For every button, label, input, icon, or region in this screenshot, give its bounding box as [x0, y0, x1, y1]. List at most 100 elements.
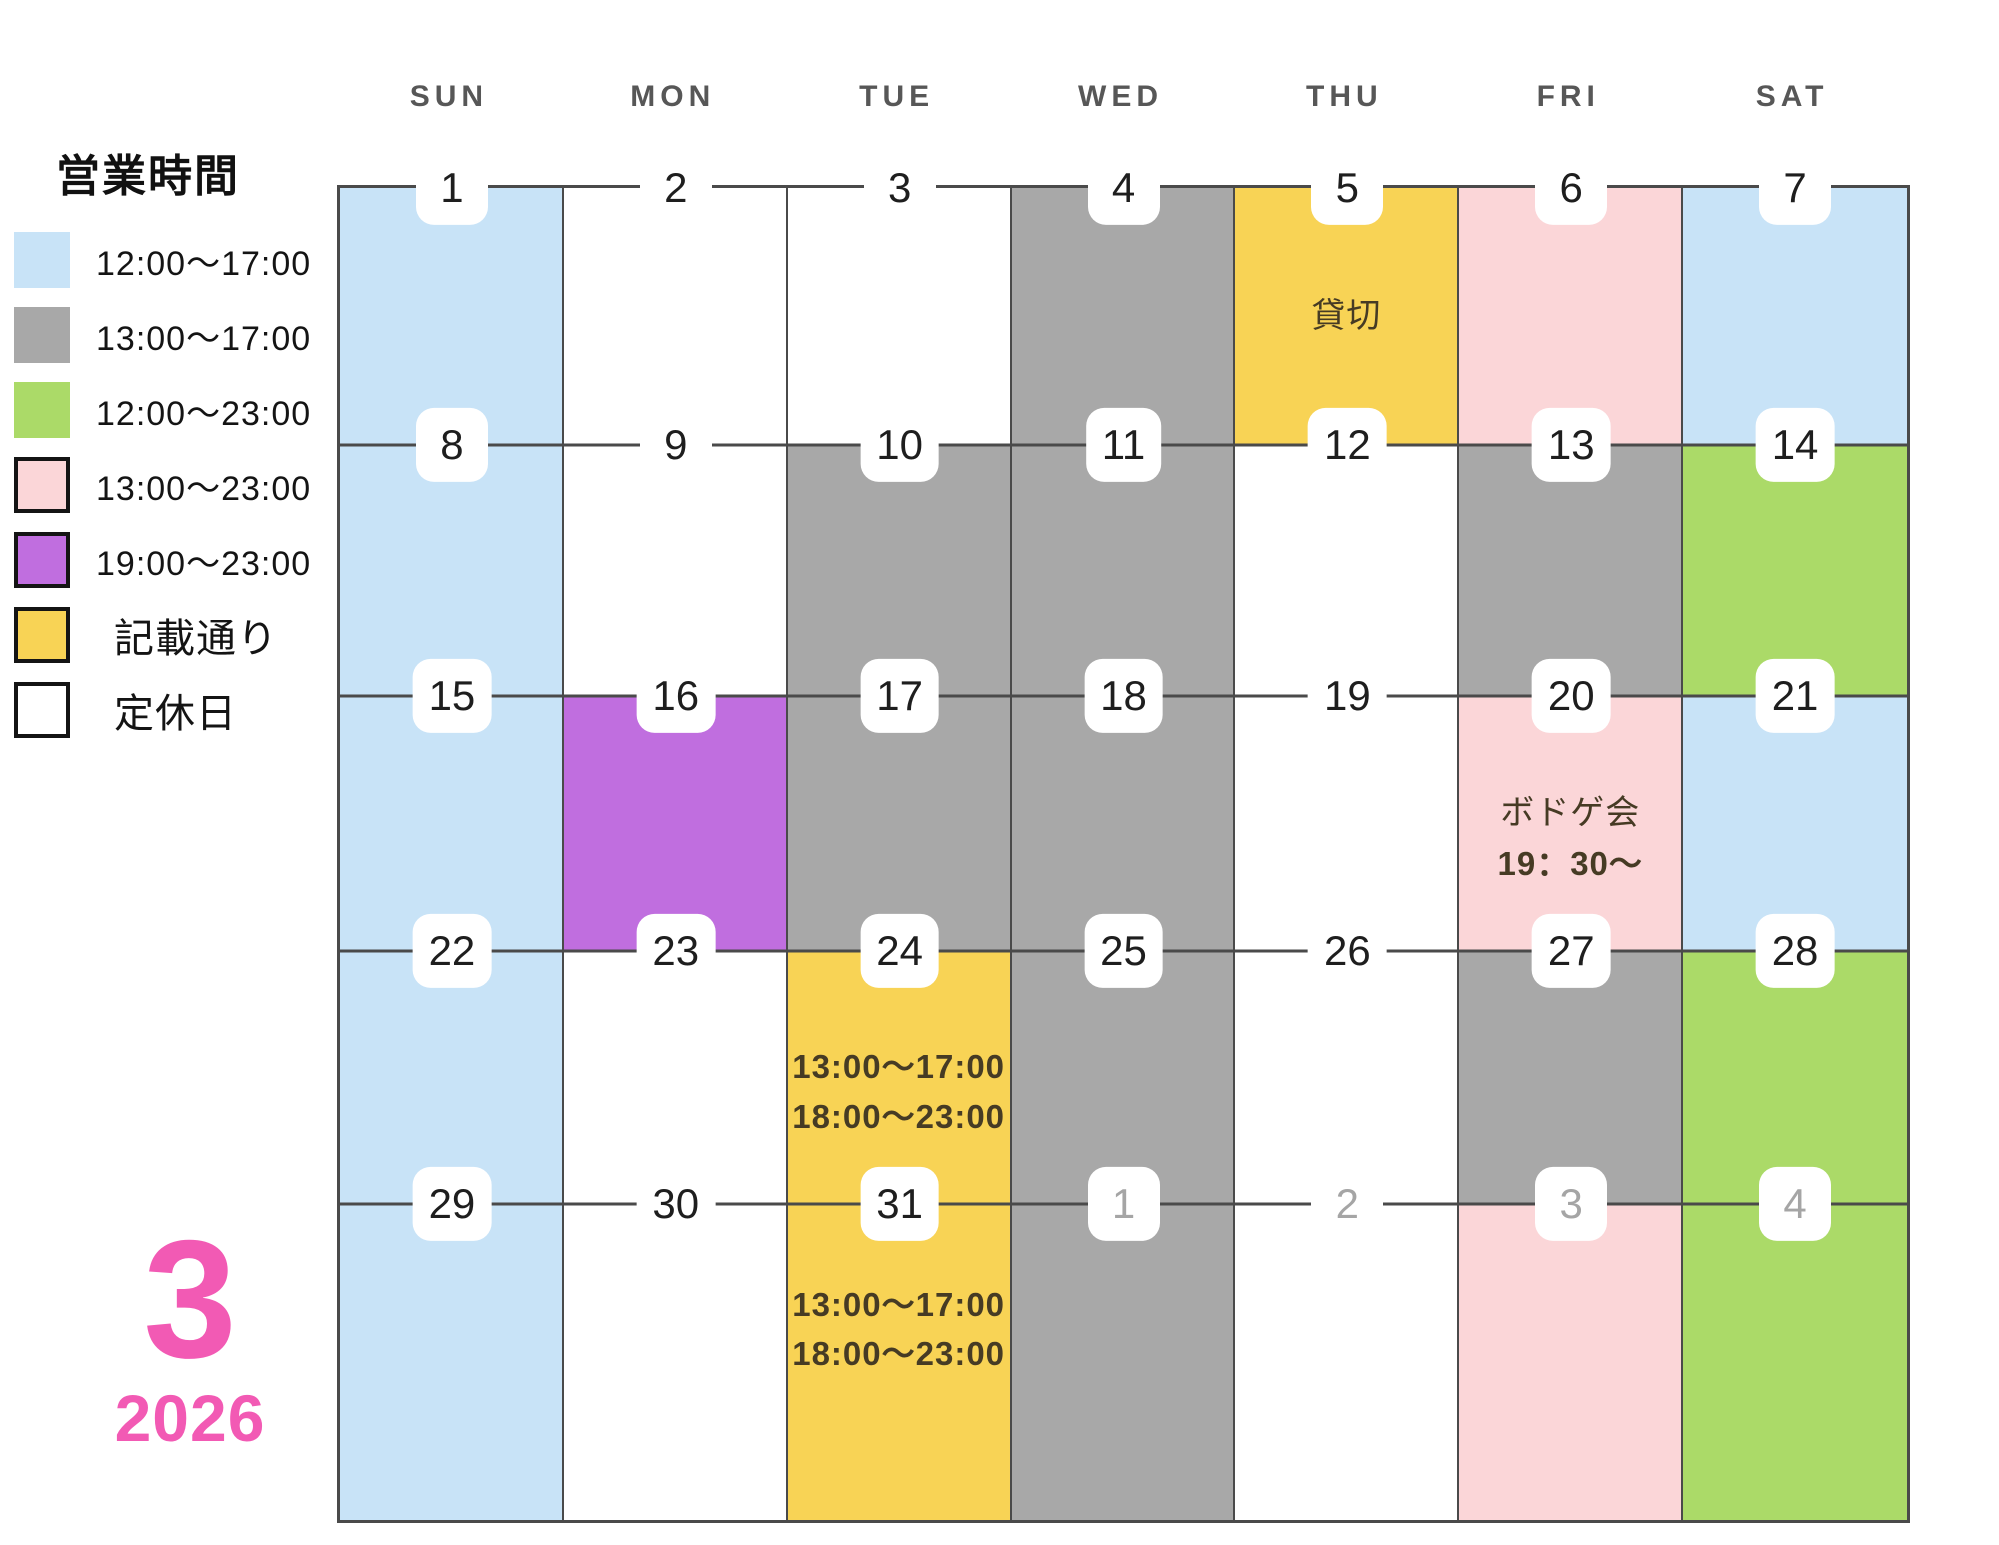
legend-swatch-green: [14, 382, 70, 438]
legend-swatch-yellow: [14, 607, 70, 663]
day-cell-27: [1459, 951, 1684, 1204]
day-number-badge-6: 6: [1535, 150, 1608, 226]
day-cell-23: [563, 951, 788, 1204]
legend-swatch-purple: [14, 532, 70, 588]
day-cell-26: [1235, 951, 1460, 1204]
day-cell-24: 13:00〜17:00 18:00〜23:00: [787, 951, 1012, 1204]
day-number-badge-27: 27: [1531, 913, 1611, 989]
legend-label: 定休日: [114, 692, 237, 736]
day-cell-22: [340, 951, 564, 1204]
day-cell-18: [1011, 696, 1236, 951]
business-hours-legend: 営業時間 12:00〜17:00 13:00〜17:00 12:00〜23:00 13…: [14, 140, 334, 757]
legend-label: 12:00〜17:00: [96, 244, 312, 283]
day-cell-11: [1011, 445, 1236, 696]
day-cell-16: [563, 696, 788, 951]
day-number-badge-29: 29: [412, 1166, 492, 1242]
day-number-badge-7: 7: [1759, 150, 1832, 226]
day-cell-31: 13:00〜17:00 18:00〜23:00: [787, 1204, 1012, 1520]
legend-item-yellow: 記載通り: [14, 607, 334, 663]
weekday-header-wed: WED: [1078, 80, 1163, 113]
weekday-header-fri: FRI: [1536, 80, 1600, 113]
day-cell-10: [787, 445, 1012, 696]
day-cell-20: ボドゲ会 19：30〜: [1459, 696, 1684, 951]
day-note-line: ボドゲ会: [1500, 793, 1641, 832]
legend-label: 13:00〜17:00: [96, 319, 312, 358]
calendar-grid: 貸切 ボドゲ会 19：30〜 13:00〜17:00 18:00〜23:00 13:00〜…: [337, 150, 1910, 1523]
day-note-line: 13:00〜17:00: [792, 1048, 1006, 1086]
day-number-badge-30: 30: [636, 1166, 716, 1242]
day-number-badge-next-4: 4: [1759, 1166, 1832, 1242]
day-number-badge-5: 5: [1311, 150, 1384, 226]
day-number-badge-19: 19: [1307, 658, 1387, 734]
day-number-badge-16: 16: [636, 658, 716, 734]
legend-title: 営業時間: [56, 152, 240, 201]
day-number-badge-31: 31: [860, 1166, 939, 1242]
day-number-badge-17: 17: [860, 658, 939, 734]
day-number-badge-next-1: 1: [1087, 1166, 1160, 1242]
day-number-badge-23: 23: [636, 913, 716, 989]
legend-item-green: 12:00〜23:00: [14, 382, 334, 438]
day-cell-next-3: [1459, 1204, 1684, 1520]
day-cell-7: [1683, 188, 1907, 445]
day-cell-next-2: [1235, 1204, 1460, 1520]
weekday-header-sat: SAT: [1755, 80, 1829, 113]
day-cell-13: [1459, 445, 1684, 696]
day-number-badge-24: 24: [860, 913, 939, 989]
day-number-badge-3: 3: [863, 150, 936, 226]
legend-swatch-white: [14, 682, 70, 738]
day-number-badge-next-2: 2: [1311, 1166, 1384, 1242]
legend-label: 19:00〜23:00: [96, 544, 312, 583]
day-note-line: 貸切: [1311, 296, 1382, 335]
day-cell-4: [1011, 188, 1236, 445]
legend-item-gray: 13:00〜17:00: [14, 307, 334, 363]
day-number-badge-9: 9: [639, 407, 712, 483]
day-note: 13:00〜17:00 18:00〜23:00: [788, 1042, 1010, 1141]
month-year: 2026: [114, 1381, 266, 1455]
day-note: 貸切: [1235, 291, 1457, 342]
day-cell-2: [563, 188, 788, 445]
legend-swatch-pink: [14, 457, 70, 513]
day-cell-21: [1683, 696, 1907, 951]
day-note: 13:00〜17:00 18:00〜23:00: [788, 1280, 1010, 1379]
day-number-badge-13: 13: [1531, 407, 1611, 483]
day-cell-12: [1235, 445, 1460, 696]
day-number-badge-4: 4: [1087, 150, 1160, 226]
day-number-badge-11: 11: [1085, 407, 1162, 483]
legend-swatch-gray: [14, 307, 70, 363]
day-number-badge-21: 21: [1755, 658, 1835, 734]
weekday-header-tue: TUE: [859, 80, 935, 113]
month-block: 3 2026: [80, 1215, 300, 1451]
day-note: ボドゲ会 19：30〜: [1459, 788, 1681, 889]
legend-label: 13:00〜23:00: [96, 469, 312, 508]
day-cell-29: [340, 1204, 564, 1520]
day-number-badge-10: 10: [860, 407, 939, 483]
day-number-badge-8: 8: [415, 407, 488, 483]
weekday-header-thu: THU: [1306, 80, 1383, 113]
day-cell-28: [1683, 951, 1907, 1204]
day-note-line: 19：30〜: [1497, 844, 1643, 882]
day-cell-14: [1683, 445, 1907, 696]
day-number-badge-15: 15: [412, 658, 492, 734]
legend-item-blue: 12:00〜17:00: [14, 232, 334, 288]
legend-swatch-blue: [14, 232, 70, 288]
day-number-badge-1: 1: [415, 150, 488, 226]
day-cell-5: 貸切: [1235, 188, 1460, 445]
day-number-badge-22: 22: [412, 913, 492, 989]
legend-label: 記載通り: [114, 617, 278, 661]
day-cell-8: [340, 445, 564, 696]
legend-label: 12:00〜23:00: [96, 394, 312, 433]
day-cell-15: [340, 696, 564, 951]
day-cell-next-1: [1011, 1204, 1236, 1520]
day-number-badge-next-3: 3: [1535, 1166, 1608, 1242]
weekday-header-mon: MON: [630, 80, 716, 113]
day-note-line: 13:00〜17:00: [792, 1285, 1006, 1323]
weekday-header-sun: SUN: [409, 80, 489, 113]
day-cell-19: [1235, 696, 1460, 951]
legend-item-white: 定休日: [14, 682, 334, 738]
day-cell-6: [1459, 188, 1684, 445]
day-number-badge-12: 12: [1307, 407, 1387, 483]
legend-items: 12:00〜17:00 13:00〜17:00 12:00〜23:00 13:00〜2…: [14, 232, 334, 738]
day-cell-17: [787, 696, 1012, 951]
legend-item-pink: 13:00〜23:00: [14, 457, 334, 513]
day-cell-25: [1011, 951, 1236, 1204]
